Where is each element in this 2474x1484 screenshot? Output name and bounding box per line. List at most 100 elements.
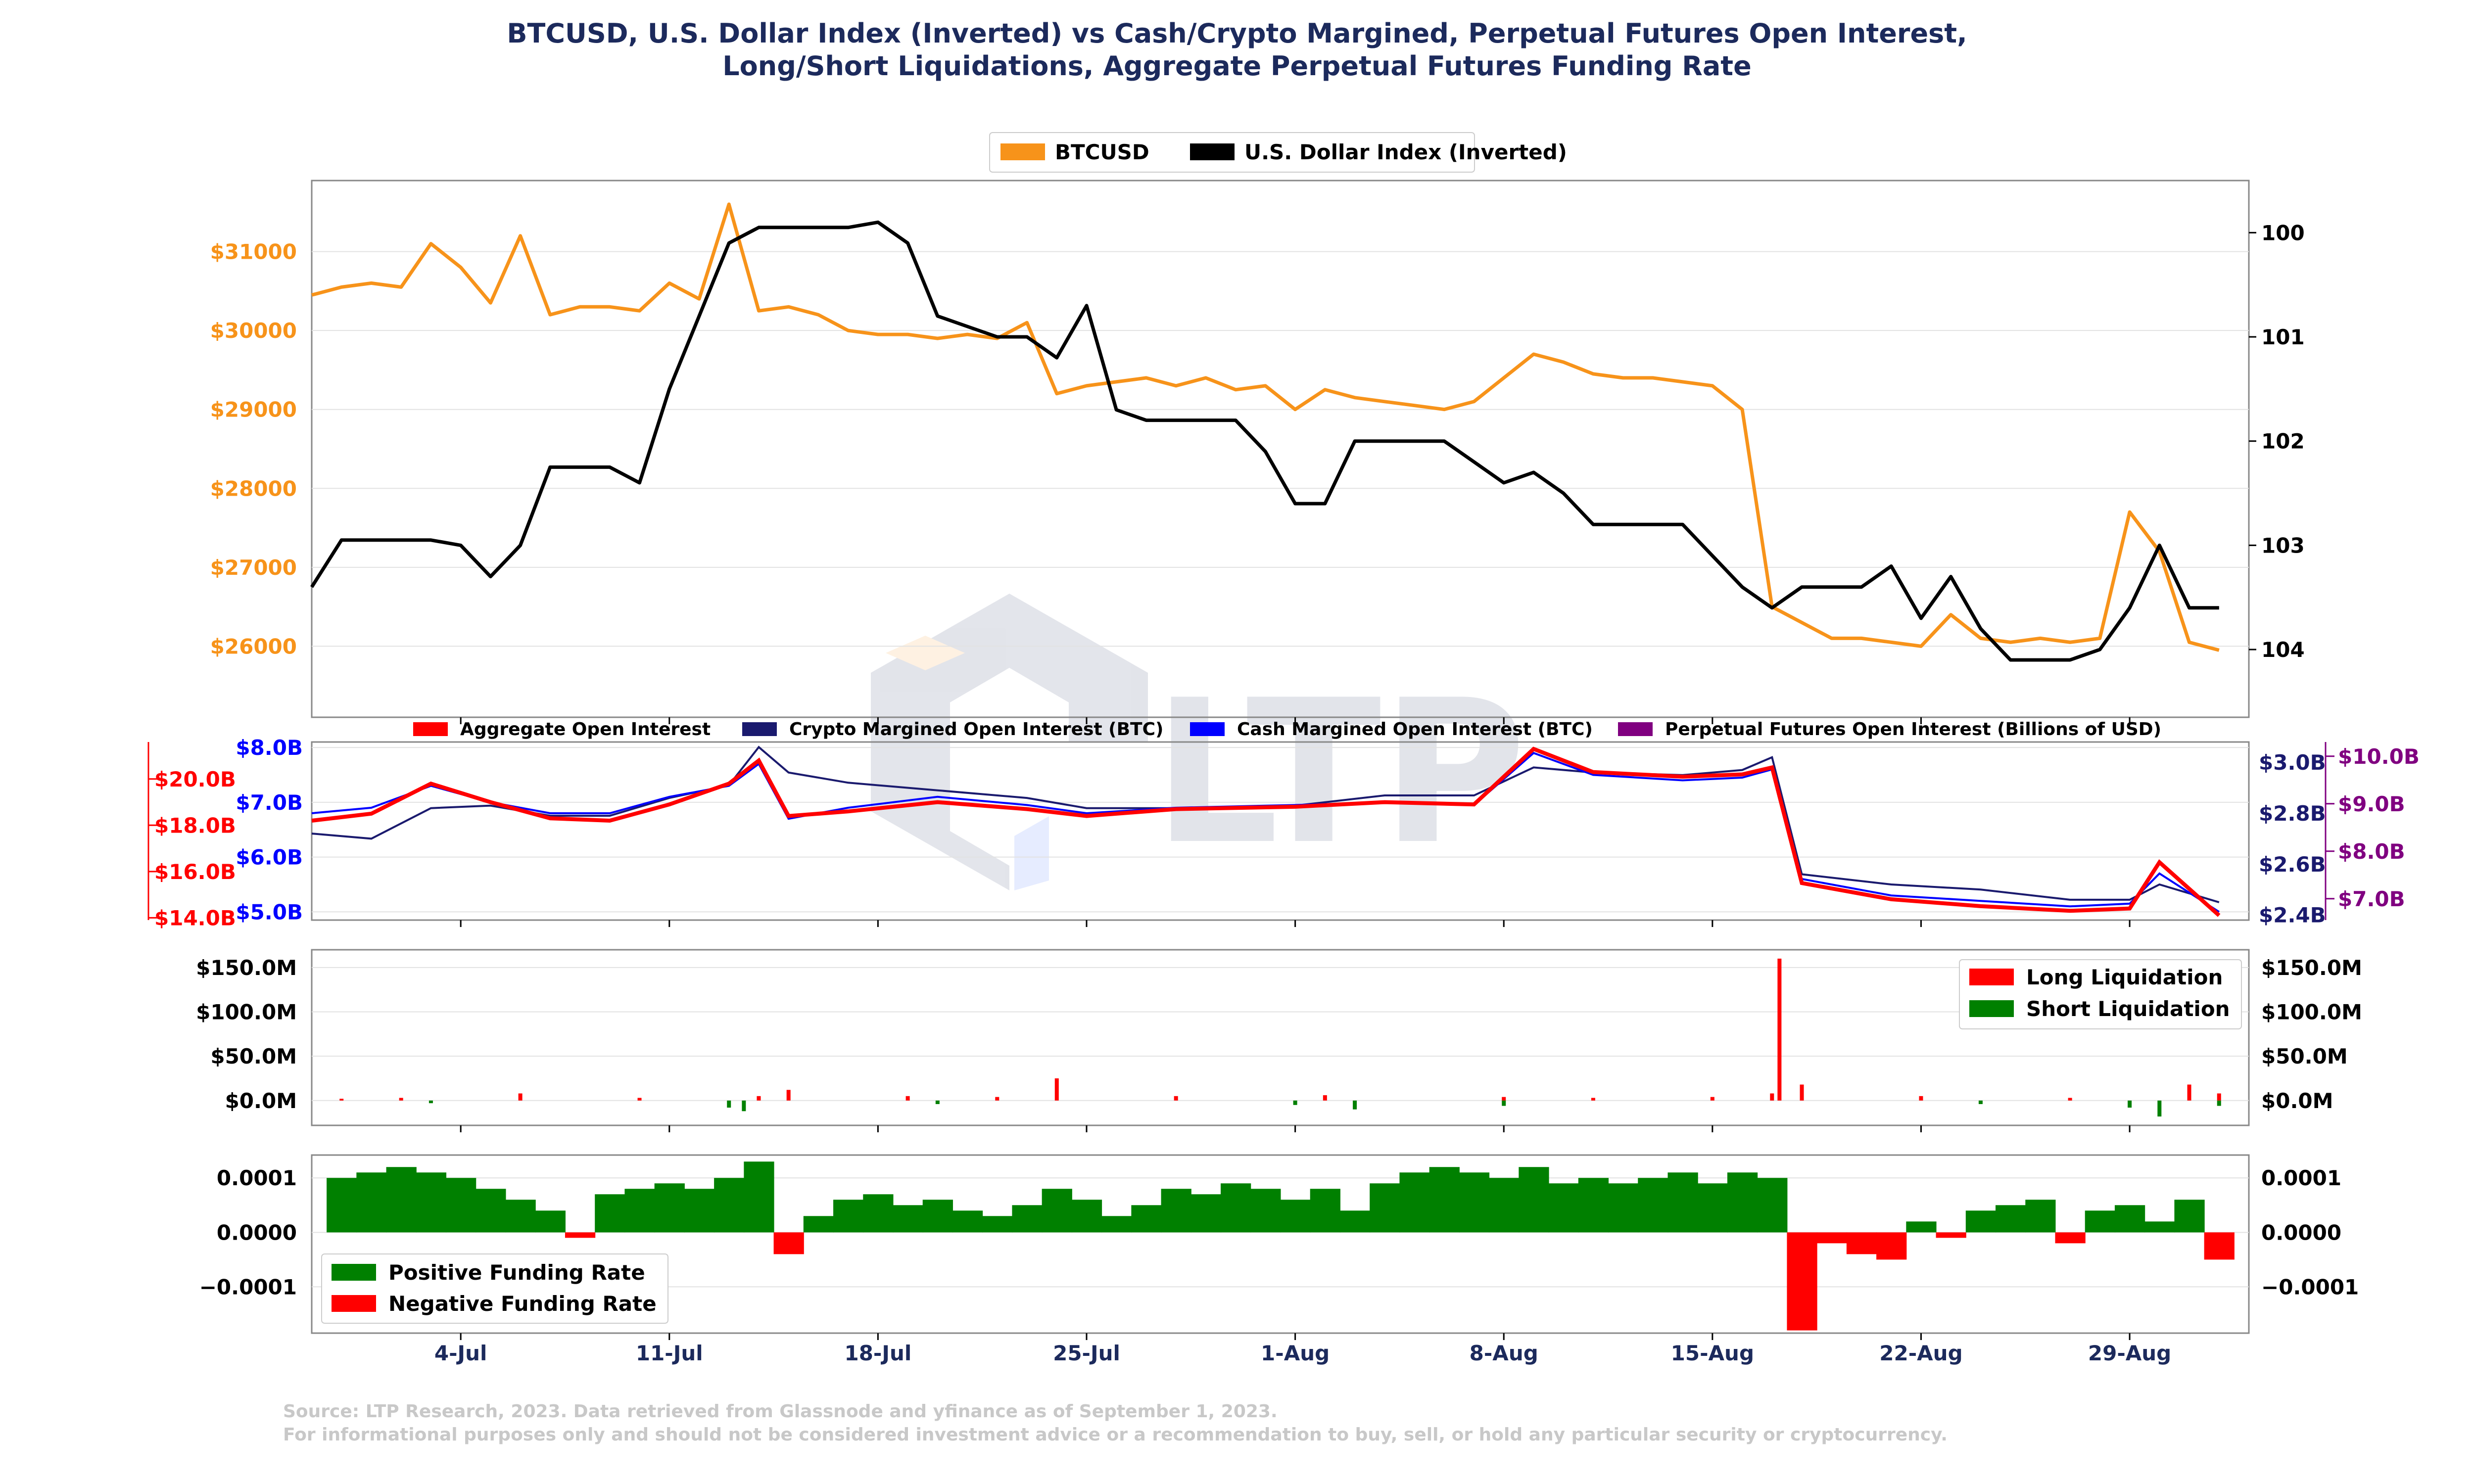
- short-liquidation-bar: [727, 1100, 731, 1108]
- positive-funding-bar: [922, 1200, 953, 1233]
- short-liquidation-bar: [1502, 1100, 1506, 1106]
- long-liquidation-bar: [1919, 1096, 1923, 1101]
- dxy-axis-tick-label: 102: [2261, 429, 2305, 454]
- positive-funding-bar: [1161, 1189, 1191, 1233]
- date-tick-label: 22-Aug: [1879, 1341, 1962, 1365]
- positive-funding-bar: [1727, 1172, 1758, 1233]
- liquidations-legend: Long Liquidation Short Liquidation: [1959, 959, 2242, 1029]
- short-liquidation-bar: [2217, 1100, 2221, 1106]
- dxy-axis-tick-label: 103: [2261, 533, 2305, 557]
- liquidation-axis-tick-label-right: $0.0M: [2261, 1089, 2333, 1113]
- short-liquidation-bar: [1978, 1100, 1983, 1104]
- short-liquidation-bar: [2157, 1100, 2162, 1117]
- positive-funding-bar: [2174, 1200, 2205, 1233]
- positive-funding-bar: [2114, 1205, 2145, 1233]
- positive-funding-bar: [1042, 1189, 1072, 1233]
- legend-label-long-liq: Long Liquidation: [2026, 965, 2223, 989]
- source-note-line-2: For informational purposes only and shou…: [283, 1425, 1948, 1445]
- positive-funding-bar: [624, 1189, 655, 1233]
- positive-funding-bar: [982, 1216, 1013, 1233]
- legend-label-negative-funding: Negative Funding Rate: [388, 1292, 657, 1316]
- long-liquidation-bar: [1174, 1096, 1178, 1101]
- date-tick-label: 1-Aug: [1261, 1341, 1330, 1365]
- btc-axis-tick-label: $31000: [210, 240, 297, 264]
- positive-funding-bar: [327, 1178, 357, 1233]
- legend-swatch-crypto-oi: [742, 722, 777, 736]
- positive-funding-bar: [356, 1172, 387, 1233]
- perp-oi-axis-tick-label: $10.0B: [2338, 744, 2420, 769]
- long-liquidation-bar: [786, 1090, 791, 1101]
- long-liquidation-bar: [1591, 1098, 1595, 1101]
- positive-funding-bar: [1548, 1183, 1579, 1233]
- legend-label-aggregate-oi: Aggregate Open Interest: [460, 719, 711, 740]
- positive-funding-bar: [1280, 1200, 1311, 1233]
- positive-funding-bar: [1012, 1205, 1043, 1233]
- positive-funding-bar: [1489, 1178, 1520, 1233]
- legend-label-perp-oi: Perpetual Futures Open Interest (Billion…: [1665, 719, 2161, 740]
- negative-funding-bar: [2204, 1232, 2235, 1260]
- date-tick-label: 29-Aug: [2088, 1341, 2171, 1365]
- liquidation-axis-tick-label-left: $0.0M: [225, 1089, 297, 1113]
- short-liquidation-bar: [742, 1100, 746, 1112]
- perp-oi-axis-tick-label: $9.0B: [2338, 792, 2405, 816]
- positive-funding-bar: [446, 1178, 476, 1233]
- dxy-axis-tick-label: 101: [2261, 325, 2305, 349]
- price-legend: BTCUSD U.S. Dollar Index (Inverted): [989, 132, 1567, 173]
- positive-funding-bar: [2085, 1210, 2115, 1233]
- date-tick-label: 11-Jul: [636, 1341, 703, 1365]
- dxy-axis-tick-label: 104: [2261, 638, 2305, 662]
- negative-funding-bar: [1787, 1232, 1817, 1331]
- positive-funding-bar: [1399, 1172, 1430, 1233]
- open-interest-legend: Aggregate Open Interest Crypto Margined …: [413, 719, 2161, 740]
- legend-swatch-negative-funding: [332, 1295, 376, 1312]
- positive-funding-bar: [863, 1194, 894, 1233]
- positive-funding-bar: [1370, 1183, 1400, 1233]
- date-tick-label: 8-Aug: [1470, 1341, 1538, 1365]
- long-liquidation-bar: [399, 1098, 403, 1101]
- short-liquidation-bar: [1353, 1100, 1357, 1110]
- open-interest-panel: Aggregate Open Interest Crypto Margined …: [147, 719, 2420, 930]
- positive-funding-bar: [416, 1172, 447, 1233]
- positive-funding-bar: [476, 1189, 506, 1233]
- funding-legend: Positive Funding Rate Negative Funding R…: [321, 1253, 668, 1324]
- positive-funding-bar: [2144, 1221, 2175, 1233]
- legend-swatch-positive-funding: [332, 1264, 376, 1281]
- crypto-oi-axis-tick-label: $2.4B: [2259, 903, 2326, 928]
- cash-oi-axis-tick-label: $8.0B: [236, 736, 303, 760]
- positive-funding-bar: [1250, 1189, 1281, 1233]
- short-liquidation-bar: [428, 1100, 433, 1104]
- negative-funding-bar: [1846, 1232, 1877, 1254]
- funding-axis-tick-label-left: 0.0001: [217, 1166, 297, 1190]
- liquidation-axis-tick-label-right: $50.0M: [2261, 1044, 2348, 1068]
- long-liquidation-bar: [1770, 1093, 1774, 1101]
- positive-funding-bar: [1906, 1221, 1937, 1233]
- date-tick-label: 15-Aug: [1671, 1341, 1754, 1365]
- open-interest-panel-frame: [311, 741, 2250, 921]
- long-liquidation-bar: [2187, 1084, 2191, 1101]
- positive-funding-bar: [1310, 1189, 1340, 1233]
- positive-funding-bar: [595, 1194, 625, 1233]
- price-panel: $26000 $27000 $28000 $29000 $30000 $31000 100…: [210, 180, 2305, 718]
- legend-label-positive-funding: Positive Funding Rate: [388, 1260, 645, 1285]
- positive-funding-bar: [1101, 1216, 1132, 1233]
- chart-title-line-2: Long/Short Liquidations, Aggregate Perpe…: [722, 50, 1751, 82]
- positive-funding-bar: [1071, 1200, 1102, 1233]
- positive-funding-bar: [893, 1205, 923, 1233]
- btc-axis-tick-label: $29000: [210, 398, 297, 422]
- agg-oi-axis-tick-label: $16.0B: [154, 860, 236, 884]
- legend-label-crypto-oi: Crypto Margined Open Interest (BTC): [789, 719, 1163, 740]
- positive-funding-bar: [833, 1200, 864, 1233]
- legend-swatch-perp-oi: [1618, 722, 1653, 736]
- aggregate-oi-line: [311, 746, 2221, 917]
- positive-funding-bar: [803, 1216, 834, 1233]
- long-liquidation-bar: [1710, 1097, 1714, 1101]
- source-note-line-1: Source: LTP Research, 2023. Data retriev…: [283, 1401, 1278, 1422]
- legend-label-btcusd: BTCUSD: [1055, 140, 1149, 164]
- positive-funding-bar: [1578, 1178, 1609, 1233]
- btc-axis-tick-label: $27000: [210, 556, 297, 580]
- positive-funding-bar: [714, 1178, 745, 1233]
- legend-swatch-dxy: [1190, 143, 1235, 160]
- positive-funding-bar: [1965, 1210, 1997, 1233]
- cash-oi-axis-tick-label: $5.0B: [236, 900, 303, 924]
- positive-funding-bar: [1429, 1167, 1460, 1233]
